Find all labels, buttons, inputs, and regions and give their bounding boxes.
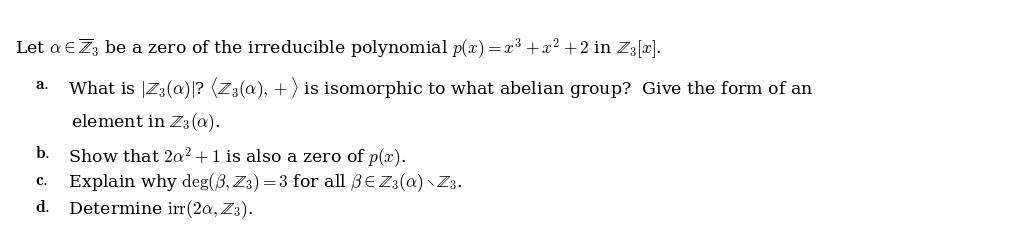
Text: Let $\alpha \in \overline{\mathbb{Z}}_3$ be a zero of the irreducible polynomial: Let $\alpha \in \overline{\mathbb{Z}}_3$… [15, 36, 662, 60]
Text: $\mathbf{a.}$: $\mathbf{a.}$ [35, 76, 49, 93]
Text: Determine $\mathrm{irr}(2\alpha, \mathbb{Z}_3)$.: Determine $\mathrm{irr}(2\alpha, \mathbb… [63, 198, 253, 220]
Text: Show that $2\alpha^2 + 1$ is also a zero of $p(x)$.: Show that $2\alpha^2 + 1$ is also a zero… [63, 144, 406, 169]
Text: Explain why $\mathrm{deg}(\beta, \mathbb{Z}_3) = 3$ for all $\beta \in \mathbb{Z: Explain why $\mathrm{deg}(\beta, \mathbb… [63, 171, 463, 194]
Text: element in $\mathbb{Z}_3(\alpha)$.: element in $\mathbb{Z}_3(\alpha)$. [71, 111, 221, 134]
Text: $\mathbf{c.}$: $\mathbf{c.}$ [35, 171, 48, 188]
Text: What is $|\mathbb{Z}_3(\alpha)|$? $\langle\mathbb{Z}_3(\alpha), +\rangle$ is iso: What is $|\mathbb{Z}_3(\alpha)|$? $\lang… [63, 76, 813, 102]
Text: $\mathbf{b.}$: $\mathbf{b.}$ [35, 144, 50, 161]
Text: $\mathbf{d.}$: $\mathbf{d.}$ [35, 198, 50, 215]
